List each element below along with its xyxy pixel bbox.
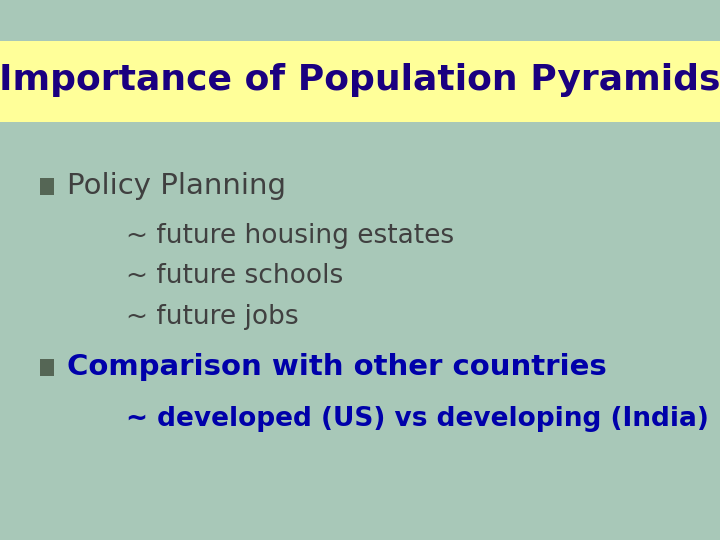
Text: ~ future schools: ~ future schools xyxy=(126,264,343,289)
Text: ~ future housing estates: ~ future housing estates xyxy=(126,223,454,249)
Text: ~ developed (US) vs developing (India): ~ developed (US) vs developing (India) xyxy=(126,406,709,431)
FancyBboxPatch shape xyxy=(40,178,54,195)
Text: Importance of Population Pyramids: Importance of Population Pyramids xyxy=(0,63,720,97)
Text: Policy Planning: Policy Planning xyxy=(67,172,286,200)
Text: ~ future jobs: ~ future jobs xyxy=(126,304,299,330)
FancyBboxPatch shape xyxy=(0,40,720,122)
Text: Comparison with other countries: Comparison with other countries xyxy=(67,353,607,381)
FancyBboxPatch shape xyxy=(40,359,54,376)
